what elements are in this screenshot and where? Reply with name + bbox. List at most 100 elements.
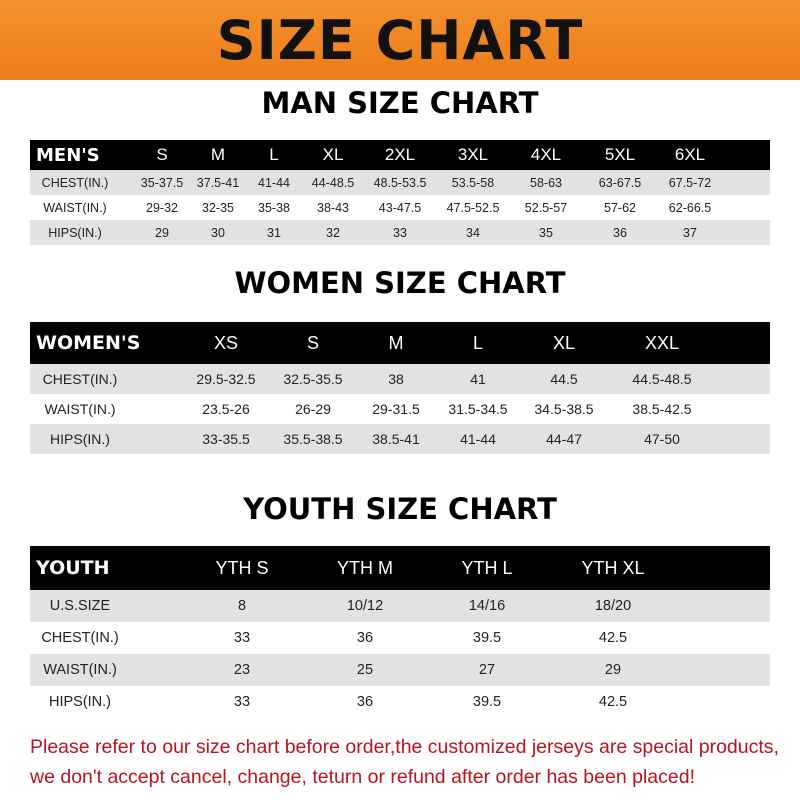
value-cell: 35 xyxy=(539,225,553,240)
value-cell: 14/16 xyxy=(468,598,506,614)
value-cell: 42.5 xyxy=(598,630,628,646)
size-header-cell: S xyxy=(156,145,168,164)
measure-label-cell: WAIST(IN.) xyxy=(44,401,116,417)
value-cell: 43-47.5 xyxy=(378,200,422,215)
value-cell: 44-47 xyxy=(546,431,582,447)
value-cell: 62-66.5 xyxy=(668,200,712,215)
value-cell: 37 xyxy=(683,225,697,240)
value-cell: 31.5-34.5 xyxy=(448,401,508,417)
value-cell: 63-67.5 xyxy=(598,175,642,190)
value-cell: 57-62 xyxy=(604,200,636,215)
value-cell: 38.5-41 xyxy=(372,431,420,447)
size-header-cell: YTH M xyxy=(337,557,393,578)
measure-label-cell: WAIST(IN.) xyxy=(43,200,107,215)
value-cell: 8 xyxy=(237,598,247,614)
size-header-cell: M xyxy=(388,332,404,353)
size-header-cell: S xyxy=(306,332,320,353)
notice-line-2: we don't accept cancel, change, teturn o… xyxy=(30,766,695,788)
value-cell: 32.5-35.5 xyxy=(283,371,343,387)
value-cell: 33 xyxy=(393,225,407,240)
value-cell: 38 xyxy=(388,371,404,387)
table-row: WAIST(IN.) 23.5-26 26-29 29-31.5 31.5-34.5 34… xyxy=(30,394,770,424)
title-banner: SIZE CHART xyxy=(0,0,800,80)
size-header-cell: YTH L xyxy=(461,557,513,578)
value-cell: 29 xyxy=(155,225,169,240)
women-section-title: WOMEN SIZE CHART xyxy=(234,266,566,300)
value-cell: 32-35 xyxy=(202,200,234,215)
value-cell: 33-35.5 xyxy=(202,431,250,447)
value-cell: 67.5-72 xyxy=(668,175,712,190)
value-cell: 47.5-52.5 xyxy=(446,200,500,215)
value-cell: 29-31.5 xyxy=(372,401,420,417)
value-cell: 29-32 xyxy=(146,200,178,215)
value-cell: 26-29 xyxy=(295,401,331,417)
table-title-cell: WOMEN'S xyxy=(36,332,141,354)
measure-label-cell: CHEST(IN.) xyxy=(42,371,118,387)
table-row: HIPS(IN.) 29 30 31 32 33 34 35 36 37 xyxy=(30,220,770,245)
value-cell: 58-63 xyxy=(530,175,562,190)
measure-label-cell: HIPS(IN.) xyxy=(50,431,110,447)
table-row: CHEST(IN.) 33 36 39.5 42.5 xyxy=(30,622,770,654)
table-row: HIPS(IN.) 33 36 39.5 42.5 xyxy=(30,686,770,718)
value-cell: 10/12 xyxy=(346,598,384,614)
measure-label-cell: U.S.SIZE xyxy=(49,598,111,614)
value-cell: 36 xyxy=(356,694,374,710)
value-cell: 32 xyxy=(326,225,340,240)
value-cell: 29 xyxy=(604,662,622,678)
value-cell: 41-44 xyxy=(258,175,290,190)
value-cell: 36 xyxy=(613,225,627,240)
value-cell: 48.5-53.5 xyxy=(373,175,427,190)
table-row: U.S.SIZE 8 10/12 14/16 18/20 xyxy=(30,590,770,622)
value-cell: 34 xyxy=(466,225,480,240)
value-cell: 38-43 xyxy=(317,200,349,215)
value-cell: 35-37.5 xyxy=(140,175,184,190)
size-header-cell: 6XL xyxy=(674,145,706,164)
value-cell: 33 xyxy=(233,630,251,646)
value-cell: 35.5-38.5 xyxy=(283,431,343,447)
size-header-cell: L xyxy=(472,332,484,353)
size-header-cell: 3XL xyxy=(457,145,489,164)
value-cell: 31 xyxy=(267,225,281,240)
value-cell: 18/20 xyxy=(594,598,632,614)
size-header-cell: XXL xyxy=(644,332,680,353)
value-cell: 41 xyxy=(470,371,486,387)
measure-label-cell: CHEST(IN.) xyxy=(41,630,119,646)
value-cell: 41-44 xyxy=(460,431,496,447)
table-row: WAIST(IN.) 29-32 32-35 35-38 38-43 43-47.5 47.… xyxy=(30,195,770,220)
value-cell: 52.5-57 xyxy=(524,200,568,215)
size-header-cell: XL xyxy=(322,145,344,164)
size-header-cell: YTH XL xyxy=(581,557,645,578)
table-header-row: YOUTH YTH S YTH M YTH L YTH XL xyxy=(30,546,770,590)
value-cell: 34.5-38.5 xyxy=(534,401,594,417)
value-cell: 25 xyxy=(356,662,374,678)
value-cell: 53.5-58 xyxy=(451,175,495,190)
measure-label-cell: HIPS(IN.) xyxy=(48,225,102,240)
value-cell: 39.5 xyxy=(472,630,502,646)
value-cell: 38.5-42.5 xyxy=(632,401,692,417)
table-title-cell: YOUTH xyxy=(36,557,110,579)
table-row: HIPS(IN.) 33-35.5 35.5-38.5 38.5-41 41-44 44-… xyxy=(30,424,770,454)
page-title: SIZE CHART xyxy=(216,8,584,72)
notice-line-1: Please refer to our size chart before or… xyxy=(30,736,779,758)
value-cell: 44.5-48.5 xyxy=(632,371,692,387)
youth-size-table: YOUTH YTH S YTH M YTH L YTH XL U.S.SIZE 8 10/12… xyxy=(30,546,770,718)
table-title-cell: MEN'S xyxy=(36,144,100,166)
men-section-title: MAN SIZE CHART xyxy=(261,86,539,120)
size-header-cell: YTH S xyxy=(215,557,269,578)
value-cell: 42.5 xyxy=(598,694,628,710)
women-size-table: WOMEN'S XS S M L XL XXL CHEST(IN.) 29.5-32.5 32.5… xyxy=(30,322,770,454)
table-row: CHEST(IN.) 29.5-32.5 32.5-35.5 38 41 44.5 44.5… xyxy=(30,364,770,394)
size-header-cell: XL xyxy=(552,332,576,353)
size-header-cell: M xyxy=(210,145,226,164)
value-cell: 23.5-26 xyxy=(202,401,250,417)
size-header-cell: 2XL xyxy=(384,145,416,164)
value-cell: 30 xyxy=(211,225,225,240)
size-header-cell: 4XL xyxy=(530,145,562,164)
value-cell: 33 xyxy=(233,694,251,710)
size-header-cell: L xyxy=(269,145,279,164)
value-cell: 29.5-32.5 xyxy=(196,371,256,387)
value-cell: 35-38 xyxy=(258,200,290,215)
value-cell: 39.5 xyxy=(472,694,502,710)
table-header-row: WOMEN'S XS S M L XL XXL xyxy=(30,322,770,364)
measure-label-cell: CHEST(IN.) xyxy=(41,175,109,190)
